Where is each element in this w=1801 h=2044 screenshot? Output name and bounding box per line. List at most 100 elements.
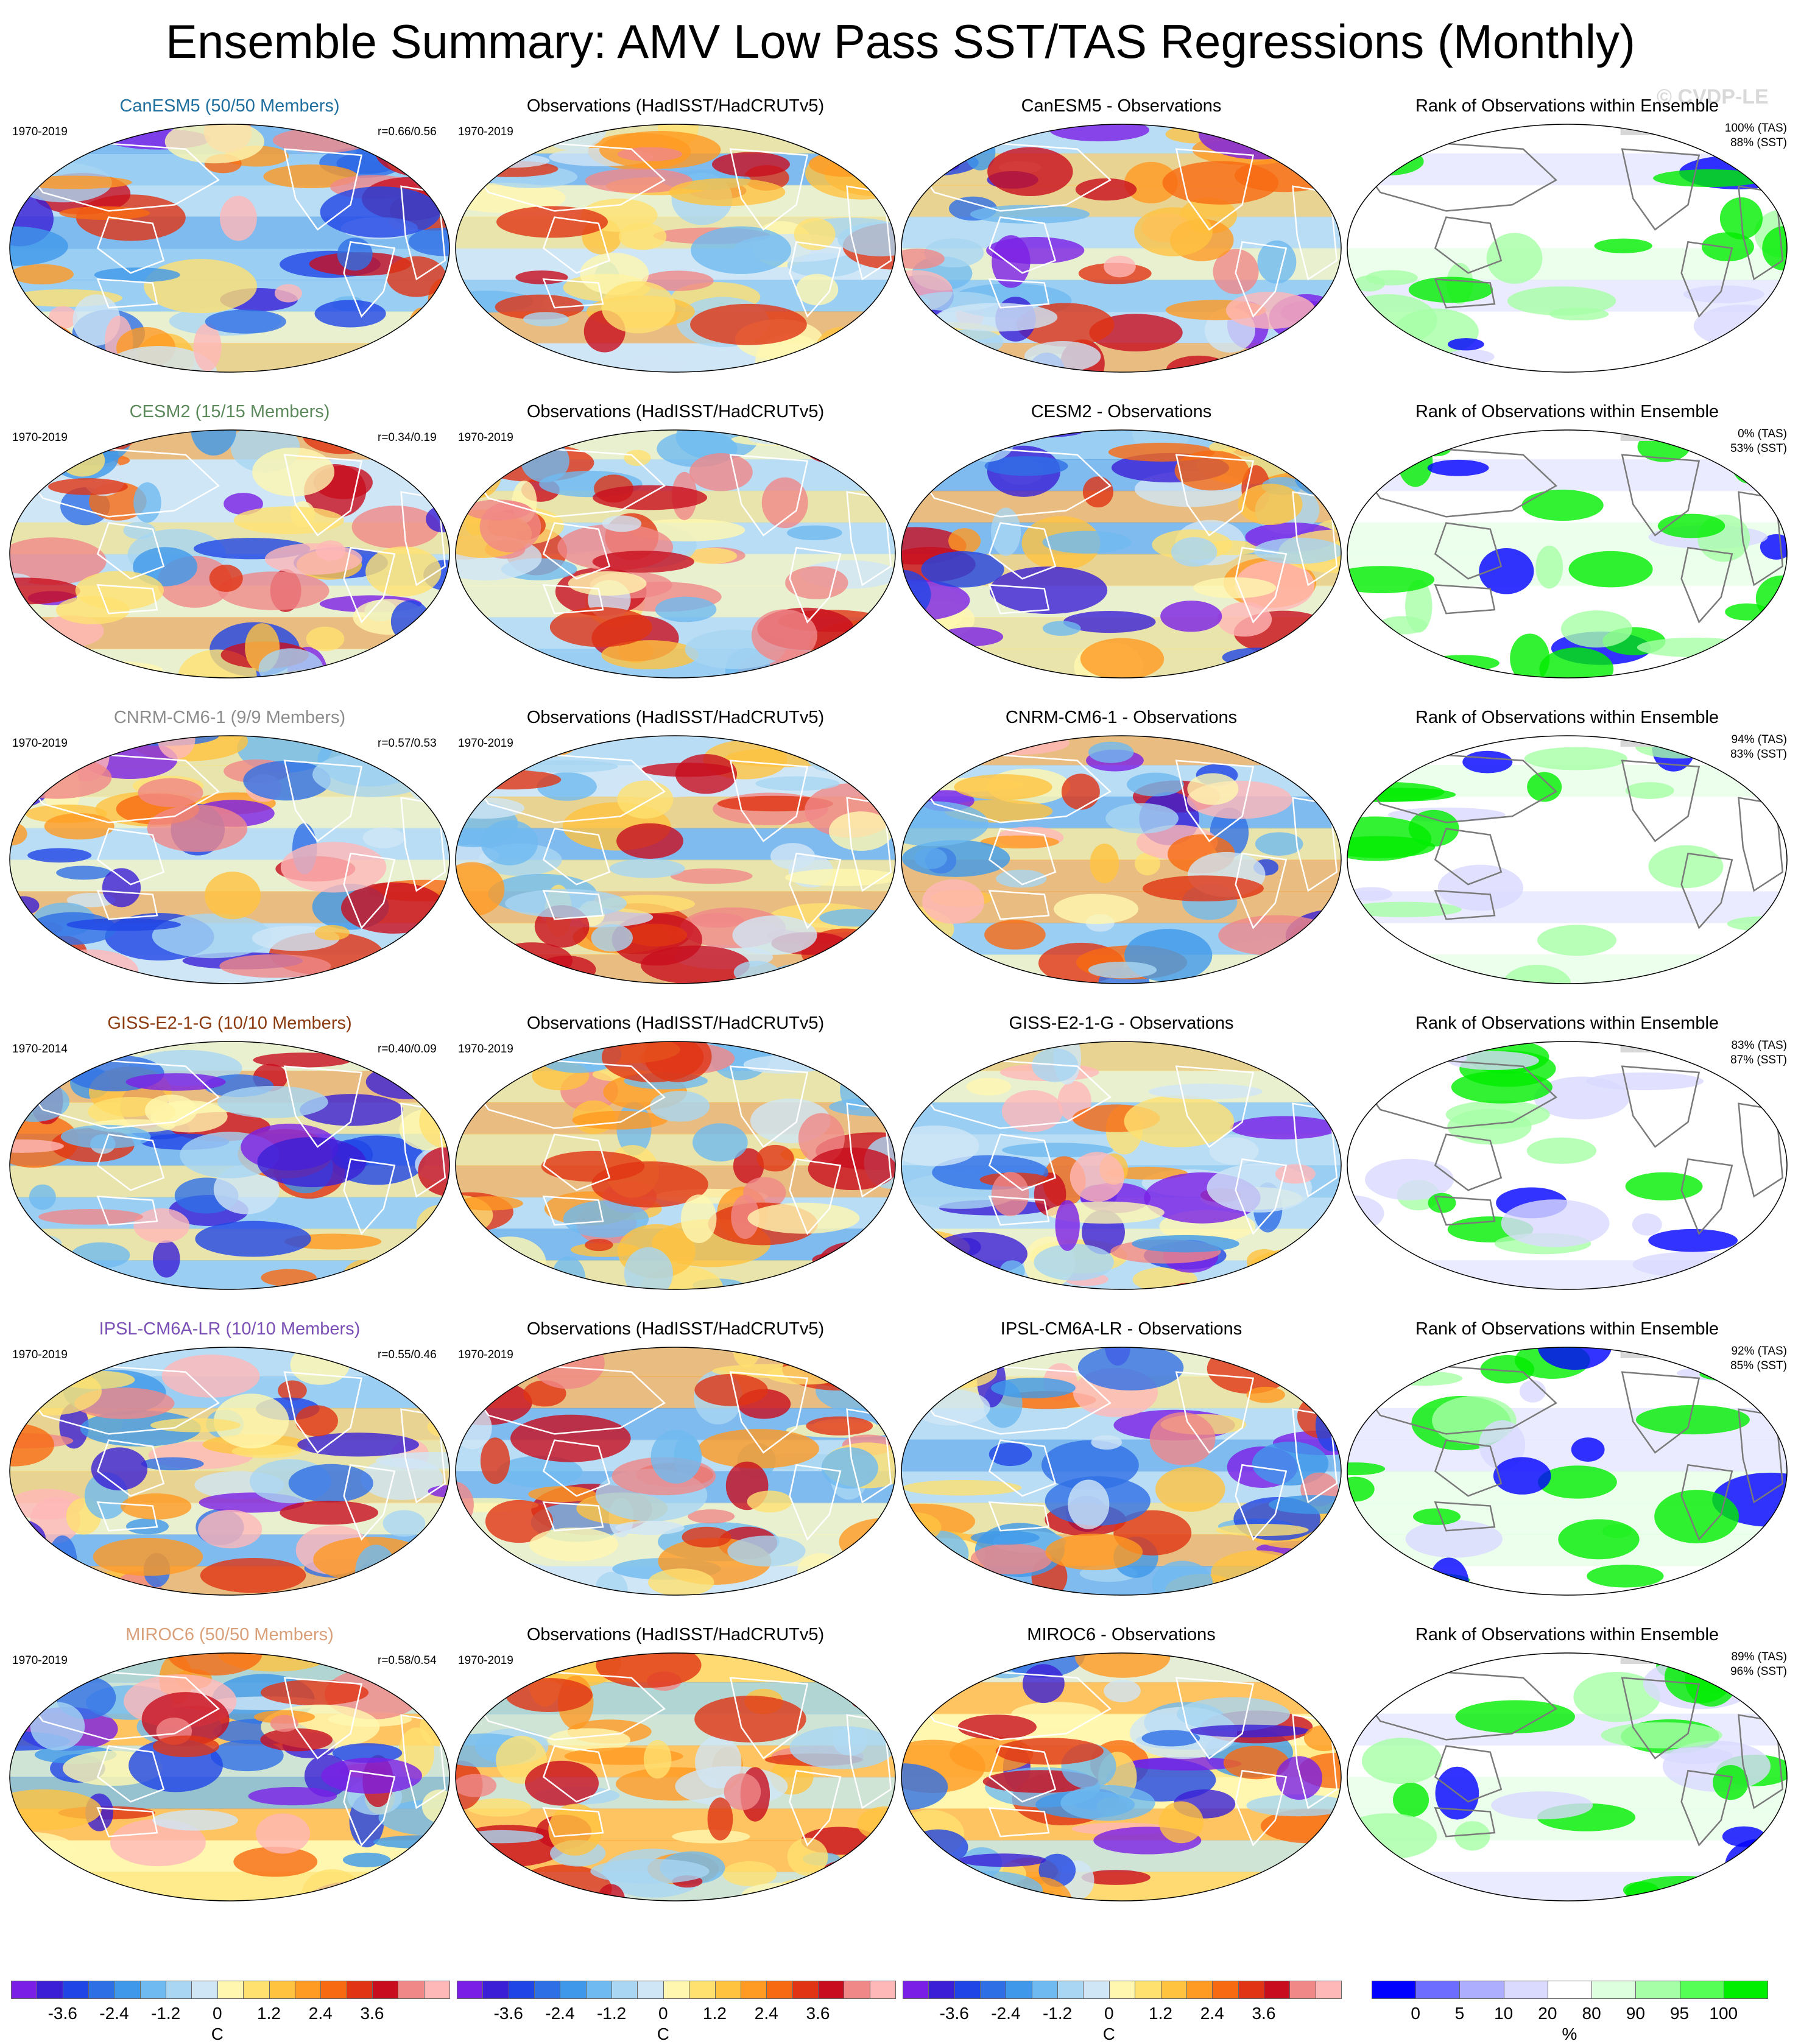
colorbar-swatch: [1547, 1981, 1593, 1999]
colorbar-swatch: [191, 1981, 218, 1999]
rank-tas-label: 94% (TAS): [1731, 733, 1787, 746]
panel-title-model: GISS-E2-1-G (10/10 Members): [107, 1013, 352, 1033]
colorbar-swatch: [1679, 1981, 1724, 1999]
panel-title-obs: Observations (HadISST/HadCRUTv5): [526, 96, 825, 116]
colorbar-swatch: [139, 1981, 167, 1999]
colorbar-tick-label: 0: [1411, 2004, 1420, 2023]
colorbar-swatch: [243, 1981, 270, 1999]
colorbar-tick-label: -1.2: [1042, 2004, 1073, 2023]
colorbar-tick-label: -1.2: [150, 2004, 181, 2023]
rank-tas-label: 83% (TAS): [1731, 1039, 1787, 1052]
colorbar-tick-label: -2.4: [99, 2004, 129, 2023]
panel-title-rank: Rank of Observations within Ensemble: [1415, 1319, 1719, 1339]
correlation-label: r=0.66/0.56: [378, 125, 437, 138]
colorbar-tick-label: -3.6: [939, 2004, 969, 2023]
rank-tas-label: 100% (TAS): [1724, 122, 1787, 135]
map-diff-miroc6: [901, 1652, 1342, 1901]
colorbar-swatch: [1083, 1981, 1110, 1999]
colorbar-unit: C: [211, 2025, 224, 2043]
colorbar-swatch: [269, 1981, 295, 1999]
panel-title-rank: Rank of Observations within Ensemble: [1415, 1013, 1719, 1033]
colorbar-swatch: [423, 1981, 450, 1999]
rank-colorbar: [1372, 1981, 1768, 1999]
colorbar-swatch: [1160, 1981, 1187, 1999]
rank-sst-label: 53% (SST): [1730, 442, 1787, 455]
map-model-ipsl-cm6a-lr: [9, 1347, 450, 1596]
map-model-miroc6: [9, 1652, 450, 1901]
colorbar-tick-label: 0: [658, 2004, 668, 2023]
colorbar-swatch: [714, 1981, 741, 1999]
rank-sst-label: 87% (SST): [1730, 1054, 1787, 1066]
map-obs-canesm5: [455, 124, 896, 373]
temperature-colorbar: [11, 1981, 450, 1999]
panel-title-diff: MIROC6 - Observations: [1027, 1625, 1216, 1644]
colorbar-tick-label: 3.6: [1252, 2004, 1276, 2023]
period-label: 1970-2019: [458, 125, 513, 138]
map-diff-canesm5: [901, 124, 1342, 373]
period-label: 1970-2019: [458, 1043, 513, 1055]
panel-title-rank: Rank of Observations within Ensemble: [1415, 1625, 1719, 1644]
watermark: © CVDP-LE: [1657, 85, 1769, 108]
colorbar-swatch: [457, 1981, 484, 1999]
map-diff-giss-e2-1-g: [901, 1041, 1342, 1290]
period-label: 1970-2019: [12, 737, 68, 750]
panel-title-model: CESM2 (15/15 Members): [129, 402, 330, 421]
colorbar-swatch: [114, 1981, 141, 1999]
period-label: 1970-2019: [12, 1348, 68, 1361]
colorbar-swatch: [1238, 1981, 1264, 1999]
colorbar-swatch: [637, 1981, 664, 1999]
colorbar-tick-label: 2.4: [754, 2004, 778, 2023]
colorbar-swatch: [482, 1981, 509, 1999]
map-model-cesm2: [9, 429, 450, 678]
colorbar-swatch: [1263, 1981, 1291, 1999]
rank-tas-label: 0% (TAS): [1738, 428, 1787, 440]
colorbar-unit: C: [1102, 2025, 1115, 2043]
period-label: 1970-2014: [12, 1043, 68, 1055]
colorbar-tick-label: 2.4: [308, 2004, 333, 2023]
colorbar-tick-label: -2.4: [545, 2004, 575, 2023]
period-label: 1970-2019: [458, 1348, 513, 1361]
correlation-label: r=0.55/0.46: [378, 1348, 437, 1361]
colorbar-swatch: [166, 1981, 192, 1999]
colorbar-swatch: [37, 1981, 63, 1999]
colorbar-swatch: [1372, 1981, 1417, 1999]
rank-sst-label: 85% (SST): [1730, 1359, 1787, 1372]
map-diff-cesm2: [901, 429, 1342, 678]
colorbar-swatch: [11, 1981, 38, 1999]
period-label: 1970-2019: [12, 431, 68, 444]
colorbar-swatch: [1415, 1981, 1461, 1999]
colorbar-swatch: [663, 1981, 690, 1999]
colorbar-swatch: [980, 1981, 1007, 1999]
colorbar-tick-label: -2.4: [991, 2004, 1021, 2023]
colorbar-tick-label: 0: [213, 2004, 222, 2023]
colorbar-swatch: [398, 1981, 425, 1999]
panel-title-rank: Rank of Observations within Ensemble: [1415, 96, 1719, 116]
colorbar-swatch: [928, 1981, 955, 1999]
colorbar-tick-label: -3.6: [48, 2004, 77, 2023]
correlation-label: r=0.57/0.53: [378, 737, 437, 750]
panel-title-diff: IPSL-CM6A-LR - Observations: [1000, 1319, 1242, 1339]
colorbar-swatch: [88, 1981, 115, 1999]
colorbar-swatch: [1186, 1981, 1213, 1999]
colorbar-swatch: [1006, 1981, 1032, 1999]
map-model-canesm5: [9, 124, 450, 373]
colorbar-swatch: [372, 1981, 399, 1999]
panel-title-model: MIROC6 (50/50 Members): [125, 1625, 334, 1644]
panel-title-obs: Observations (HadISST/HadCRUTv5): [526, 1319, 825, 1339]
colorbar-swatch: [1212, 1981, 1239, 1999]
panel-title-rank: Rank of Observations within Ensemble: [1415, 402, 1719, 421]
colorbar-swatch: [1057, 1981, 1084, 1999]
panel-title-obs: Observations (HadISST/HadCRUTv5): [526, 1013, 825, 1033]
colorbar-unit: C: [657, 2025, 669, 2043]
colorbar-swatch: [217, 1981, 244, 1999]
colorbar-swatch: [534, 1981, 561, 1999]
map-diff-ipsl-cm6a-lr: [901, 1347, 1342, 1596]
period-label: 1970-2019: [12, 1654, 68, 1667]
map-diff-cnrm-cm6-1: [901, 735, 1342, 984]
map-obs-ipsl-cm6a-lr: [455, 1347, 896, 1596]
main-title: Ensemble Summary: AMV Low Pass SST/TAS R…: [165, 15, 1635, 68]
colorbar-swatch: [611, 1981, 638, 1999]
panel-title-obs: Observations (HadISST/HadCRUTv5): [526, 708, 825, 727]
rank-tas-label: 92% (TAS): [1731, 1345, 1787, 1358]
correlation-label: r=0.34/0.19: [378, 431, 437, 444]
